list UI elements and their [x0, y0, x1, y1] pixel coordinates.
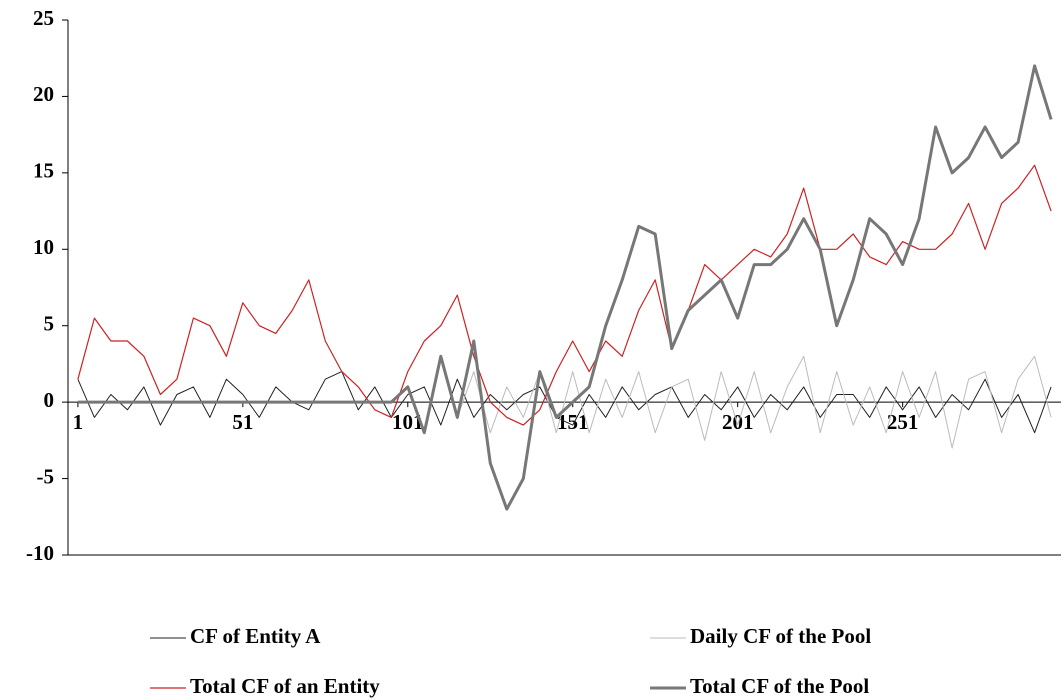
x-tick-label: 201 — [722, 410, 754, 434]
y-tick-label: 0 — [44, 388, 55, 412]
y-tick-label: 25 — [33, 6, 54, 30]
x-tick-label: 151 — [557, 410, 589, 434]
legend-label: Total CF of the Pool — [690, 674, 869, 698]
legend-label: Daily CF of the Pool — [690, 624, 871, 648]
legend-label: Total CF of an Entity — [190, 674, 380, 698]
y-tick-label: 20 — [33, 82, 54, 106]
y-tick-label: 5 — [44, 312, 55, 336]
y-tick-label: 10 — [33, 235, 54, 259]
x-tick-label: 1 — [73, 410, 84, 434]
x-tick-label: 251 — [887, 410, 919, 434]
y-tick-label: 15 — [33, 159, 54, 183]
legend-label: CF of Entity A — [190, 624, 321, 648]
y-tick-label: -10 — [26, 541, 54, 565]
series-line — [77, 64, 1053, 511]
series-line — [77, 371, 1052, 434]
y-tick-label: -5 — [37, 464, 55, 488]
x-tick-label: 51 — [232, 410, 253, 434]
series-line — [77, 164, 1052, 426]
